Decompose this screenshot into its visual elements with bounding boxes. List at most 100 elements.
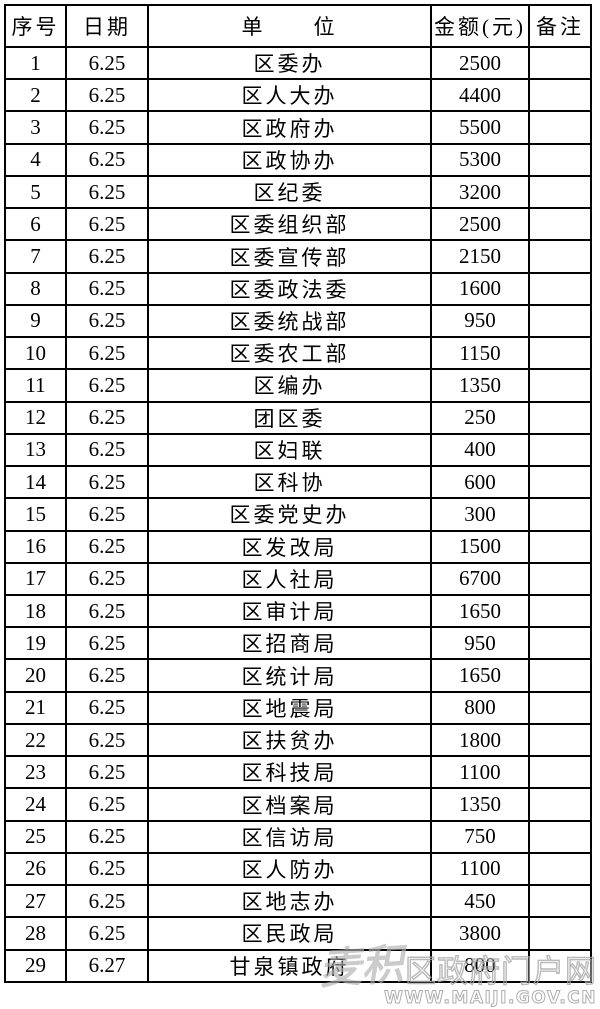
cell-unit: 区委统战部 (147, 303, 432, 339)
cell-seq: 14 (4, 465, 67, 500)
cell-unit: 区纪委 (147, 174, 432, 210)
cell-seq: 15 (4, 497, 67, 532)
cell-amount: 3200 (430, 174, 530, 210)
cell-amount: 1150 (430, 336, 530, 371)
cell-seq: 2 (4, 78, 67, 113)
cell-seq: 16 (4, 529, 67, 564)
cell-seq: 26 (4, 851, 67, 887)
cell-amount: 1650 (430, 658, 530, 693)
cell-amount: 1350 (430, 787, 530, 822)
table-row: 12 6.25 团区委 250 (4, 400, 592, 435)
cell-amount: 1350 (430, 368, 530, 403)
cell-seq: 10 (4, 336, 67, 371)
cell-seq: 24 (4, 787, 67, 822)
cell-unit: 区地志办 (147, 884, 432, 919)
cell-unit: 区信访局 (147, 819, 432, 854)
cell-note (528, 110, 592, 145)
cell-date: 6.25 (65, 529, 149, 564)
cell-unit: 区委组织部 (147, 207, 432, 242)
cell-unit: 区委党史办 (147, 497, 432, 532)
cell-unit: 区委办 (147, 45, 432, 81)
cell-unit: 区地震局 (147, 690, 432, 725)
cell-unit: 区人社局 (147, 561, 432, 596)
cell-note (528, 497, 592, 532)
cell-amount: 600 (430, 465, 530, 500)
cell-seq: 8 (4, 271, 67, 306)
table-row: 21 6.25 区地震局 800 (4, 690, 592, 725)
cell-seq: 19 (4, 626, 67, 661)
table-row: 26 6.25 区人防办 1100 (4, 851, 592, 887)
cell-amount: 1800 (430, 722, 530, 758)
cell-date: 6.25 (65, 755, 149, 790)
cell-date: 6.25 (65, 690, 149, 725)
cell-seq: 6 (4, 207, 67, 242)
cell-date: 6.25 (65, 819, 149, 854)
header-row: 序号 日期 单 位 金额(元) 备注 (4, 4, 592, 48)
cell-amount: 400 (430, 432, 530, 468)
table-row: 10 6.25 区委农工部 1150 (4, 336, 592, 371)
cell-seq: 1 (4, 45, 67, 81)
cell-amount: 800 (430, 690, 530, 725)
cell-seq: 17 (4, 561, 67, 596)
table-row: 5 6.25 区纪委 3200 (4, 174, 592, 210)
cell-date: 6.25 (65, 271, 149, 306)
cell-seq: 27 (4, 884, 67, 919)
table-row: 14 6.25 区科协 600 (4, 465, 592, 500)
cell-amount: 950 (430, 626, 530, 661)
cell-date: 6.27 (65, 948, 149, 984)
cell-amount: 1100 (430, 851, 530, 887)
cell-seq: 28 (4, 916, 67, 951)
cell-note (528, 787, 592, 822)
cell-date: 6.25 (65, 368, 149, 403)
cell-note (528, 207, 592, 242)
cell-date: 6.25 (65, 916, 149, 951)
cell-note (528, 368, 592, 403)
cell-note (528, 948, 592, 984)
cell-unit: 团区委 (147, 400, 432, 435)
cell-amount: 1600 (430, 271, 530, 306)
cell-note (528, 45, 592, 81)
cell-note (528, 722, 592, 758)
cell-amount: 5300 (430, 142, 530, 177)
cell-amount: 2500 (430, 207, 530, 242)
cell-amount: 250 (430, 400, 530, 435)
cell-seq: 3 (4, 110, 67, 145)
table-row: 3 6.25 区政府办 5500 (4, 110, 592, 145)
cell-unit: 区科技局 (147, 755, 432, 790)
cell-date: 6.25 (65, 658, 149, 693)
cell-note (528, 432, 592, 468)
cell-unit: 区发改局 (147, 529, 432, 564)
cell-seq: 23 (4, 755, 67, 790)
cell-amount: 950 (430, 303, 530, 339)
table-row: 15 6.25 区委党史办 300 (4, 497, 592, 532)
cell-date: 6.25 (65, 884, 149, 919)
table-row: 2 6.25 区人大办 4400 (4, 78, 592, 113)
table-row: 7 6.25 区委宣传部 2150 (4, 239, 592, 274)
cell-unit: 区委宣传部 (147, 239, 432, 274)
cell-seq: 22 (4, 722, 67, 758)
cell-seq: 21 (4, 690, 67, 725)
table-row: 11 6.25 区编办 1350 (4, 368, 592, 403)
table-row: 25 6.25 区信访局 750 (4, 819, 592, 854)
cell-date: 6.25 (65, 626, 149, 661)
cell-note (528, 400, 592, 435)
cell-amount: 6700 (430, 561, 530, 596)
cell-amount: 2150 (430, 239, 530, 274)
cell-note (528, 561, 592, 596)
cell-date: 6.25 (65, 593, 149, 629)
cell-date: 6.25 (65, 78, 149, 113)
cell-amount: 5500 (430, 110, 530, 145)
table-row: 22 6.25 区扶贫办 1800 (4, 722, 592, 758)
cell-note (528, 336, 592, 371)
table-row: 20 6.25 区统计局 1650 (4, 658, 592, 693)
cell-unit: 区科协 (147, 465, 432, 500)
cell-unit: 区政协办 (147, 142, 432, 177)
cell-seq: 9 (4, 303, 67, 339)
table-row: 8 6.25 区委政法委 1600 (4, 271, 592, 306)
table-row: 24 6.25 区档案局 1350 (4, 787, 592, 822)
cell-note (528, 916, 592, 951)
cell-note (528, 593, 592, 629)
cell-date: 6.25 (65, 432, 149, 468)
col-header-amount: 金额(元) (430, 4, 530, 48)
